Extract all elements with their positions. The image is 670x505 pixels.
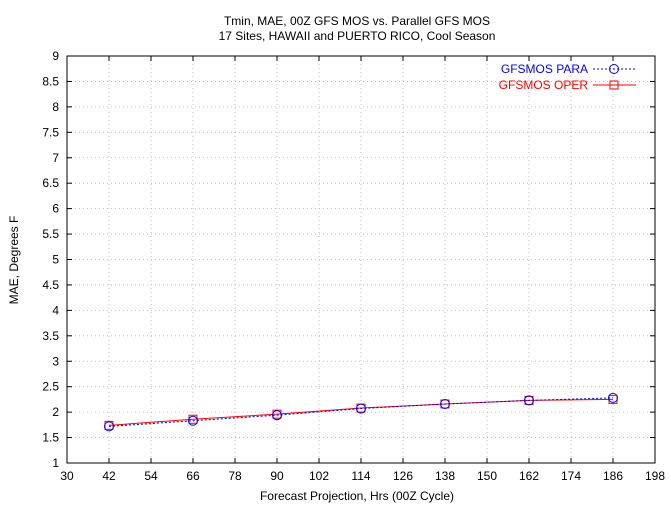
- y-tick-labels: 1 1.5 2 2.5 3 3.5 4 4.5 5 5.5 6 6.5 7 7.5 8 8.5 9: [42, 49, 59, 470]
- chart-title: Tmin, MAE, 00Z GFS MOS vs. Parallel GFS …: [224, 14, 490, 28]
- data-point-circle: [272, 410, 282, 421]
- y-tick-label: 7.5: [42, 125, 59, 139]
- data-point-circle: [188, 415, 198, 426]
- y-tick-label: 5: [52, 253, 59, 267]
- x-tick-label: 138: [435, 469, 455, 483]
- legend-marker-para: [609, 64, 619, 74]
- y-tick-label: 3: [52, 354, 59, 368]
- series-line-circle: [108, 397, 614, 427]
- y-tick-label: 6: [52, 202, 59, 216]
- x-tick-label: 126: [393, 469, 413, 483]
- y-tick-label: 2.5: [42, 380, 59, 394]
- y-tick-label: 9: [52, 49, 59, 63]
- x-tick-labels: 30 42 54 66 78 90 102 114 126 138 150 162 174 186 198: [60, 469, 665, 483]
- x-tick-label: 174: [561, 469, 581, 483]
- y-tick-label: 1.5: [42, 431, 59, 445]
- y-tick-label: 8: [52, 100, 59, 114]
- y-tick-label: 4: [52, 303, 59, 317]
- legend-marker-oper: [609, 80, 619, 90]
- x-tick-label: 162: [519, 469, 539, 483]
- x-tick-label: 42: [102, 469, 116, 483]
- x-tick-label: 90: [270, 469, 284, 483]
- legend-label-para: GFSMOS PARA: [501, 62, 588, 76]
- x-tick-label: 54: [144, 469, 158, 483]
- x-tick-label: 102: [309, 469, 329, 483]
- y-tick-label: 3.5: [42, 329, 59, 343]
- legend: GFSMOS PARA GFSMOS OPER: [499, 62, 636, 92]
- data-point-circle: [608, 392, 618, 403]
- x-tick-label: 30: [60, 469, 74, 483]
- y-tick-label: 1: [52, 456, 59, 470]
- x-tick-label: 198: [645, 469, 665, 483]
- legend-label-oper: GFSMOS OPER: [499, 78, 589, 92]
- data-point-circle: [524, 395, 534, 406]
- chart-subtitle: 17 Sites, HAWAII and PUERTO RICO, Cool S…: [219, 29, 496, 43]
- x-tick-label: 78: [228, 469, 242, 483]
- data-point-circle: [104, 421, 114, 432]
- x-tick-label: 66: [186, 469, 200, 483]
- data-point-circle: [440, 398, 450, 409]
- data-point-circle: [356, 403, 366, 414]
- x-tick-label: 150: [477, 469, 497, 483]
- y-tick-label: 5.5: [42, 227, 59, 241]
- y-tick-label: 6.5: [42, 176, 59, 190]
- y-tick-label: 2: [52, 405, 59, 419]
- y-tick-label: 4.5: [42, 278, 59, 292]
- y-axis-label: MAE, Degrees F: [7, 216, 21, 305]
- series-layer: [104, 392, 618, 432]
- grid: [67, 56, 655, 463]
- x-axis-label: Forecast Projection, Hrs (00Z Cycle): [260, 489, 454, 503]
- y-tick-label: 8.5: [42, 74, 59, 88]
- y-tick-label: 7: [52, 151, 59, 165]
- x-tick-label: 114: [351, 469, 370, 483]
- axis-ticks: [66, 55, 656, 464]
- x-tick-label: 186: [603, 469, 623, 483]
